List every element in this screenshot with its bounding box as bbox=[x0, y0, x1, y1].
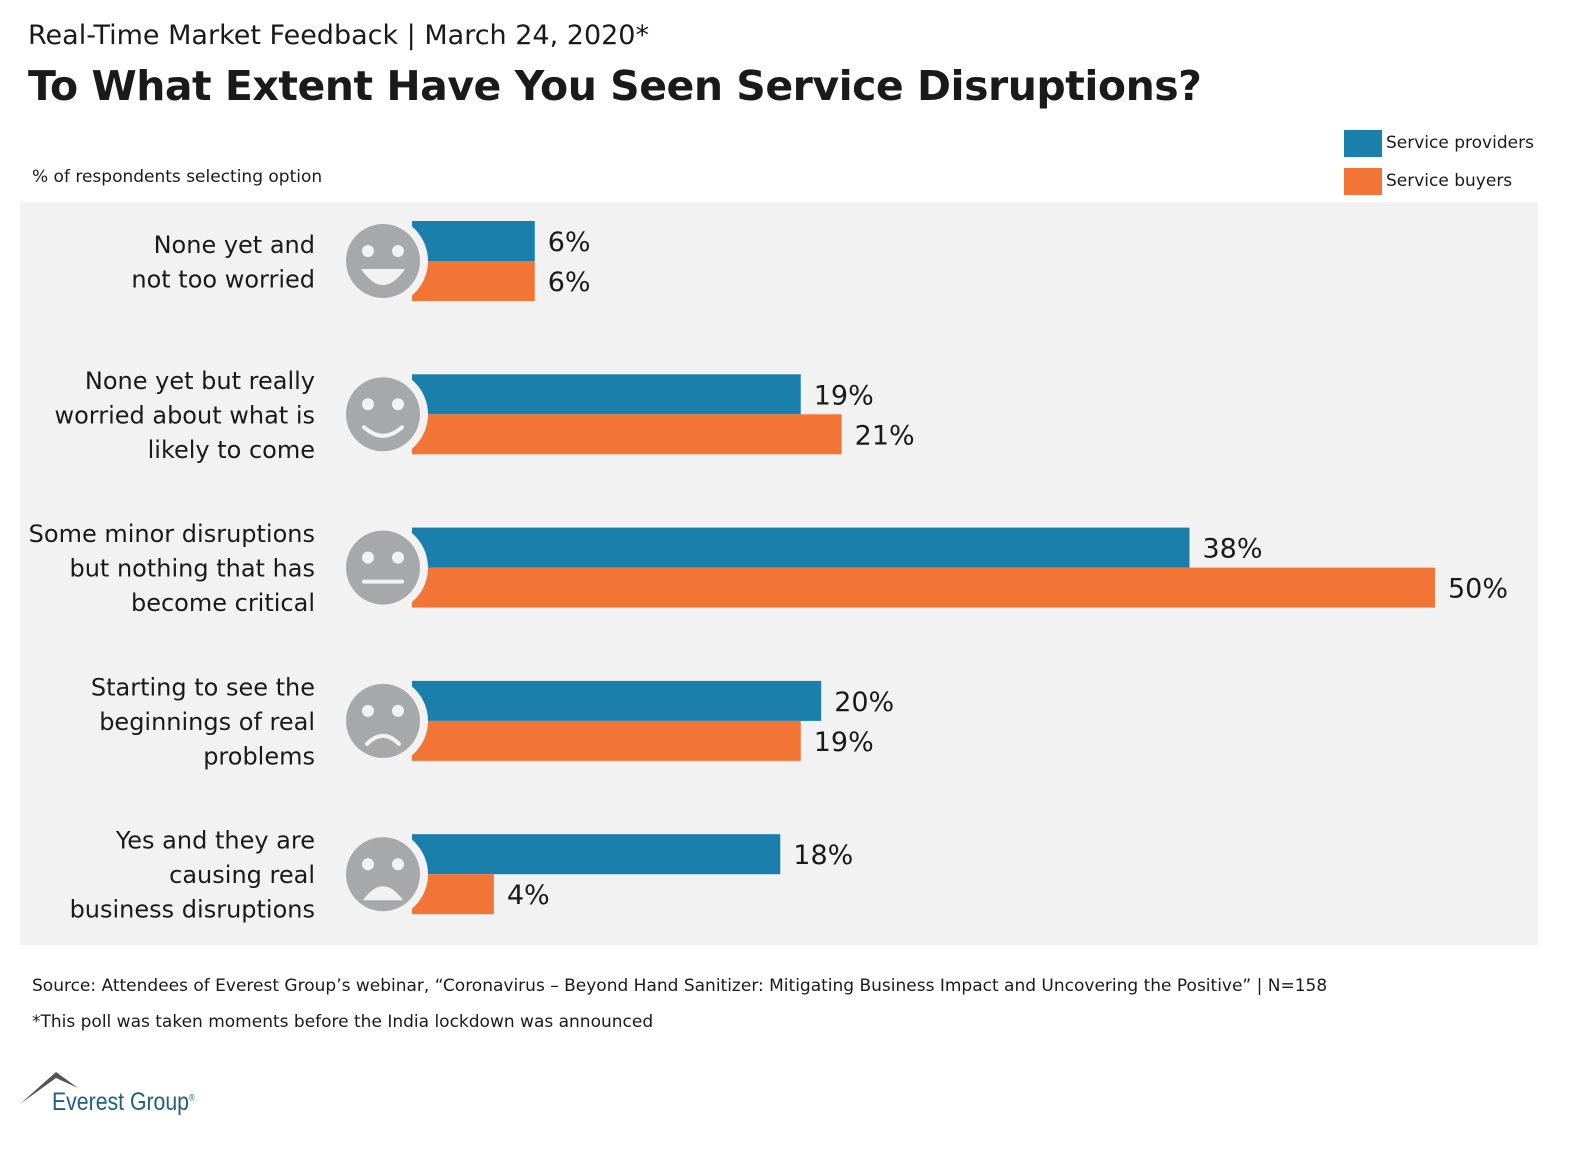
category-label: Yes and they are bbox=[115, 827, 315, 855]
everest-mountain-logo-icon bbox=[20, 1072, 78, 1104]
data-label: 38% bbox=[1202, 534, 1262, 565]
logo: Everest Group® bbox=[52, 1088, 195, 1116]
frown-face-icon bbox=[338, 675, 428, 766]
category-label: Some minor disruptions bbox=[29, 520, 315, 548]
logo-text: Everest Group bbox=[52, 1088, 190, 1116]
category-label: business disruptions bbox=[70, 896, 315, 924]
data-label: 20% bbox=[834, 687, 894, 718]
bar-buyers bbox=[412, 261, 535, 301]
data-label: 21% bbox=[855, 420, 915, 451]
data-label: 18% bbox=[793, 840, 853, 871]
axis-label: % of respondents selecting option bbox=[32, 167, 323, 187]
category-label: causing real bbox=[169, 861, 315, 889]
category-label: but nothing that has bbox=[69, 555, 315, 583]
data-label: 19% bbox=[814, 380, 874, 411]
data-label: 4% bbox=[507, 880, 550, 911]
legend-swatch-providers bbox=[1344, 129, 1382, 157]
legend-label: Service buyers bbox=[1386, 171, 1513, 191]
data-label: 19% bbox=[814, 727, 874, 758]
category-label: become critical bbox=[131, 589, 315, 617]
legend-item-providers: Service providers bbox=[1344, 124, 1534, 162]
data-label: 6% bbox=[548, 227, 591, 258]
bar-buyers bbox=[412, 720, 801, 761]
legend-label: Service providers bbox=[1386, 133, 1534, 153]
bar-providers bbox=[412, 527, 1190, 568]
bar-providers bbox=[412, 221, 535, 261]
source-note: Source: Attendees of Everest Group’s web… bbox=[32, 976, 1328, 996]
chart-title: To What Extent Have You Seen Service Dis… bbox=[28, 62, 1202, 110]
category-label: worried about what is bbox=[54, 401, 315, 429]
category-label: problems bbox=[203, 742, 315, 770]
neutral-face-icon bbox=[338, 522, 428, 613]
bar-providers bbox=[412, 374, 801, 415]
bar-providers bbox=[412, 834, 781, 875]
category-label: not too worried bbox=[131, 265, 315, 293]
footnote: *This poll was taken moments before the … bbox=[32, 1012, 654, 1032]
data-label: 6% bbox=[548, 267, 591, 298]
category-label: Starting to see the bbox=[91, 673, 315, 701]
category-label: None yet but really bbox=[85, 367, 315, 395]
bar-buyers bbox=[412, 414, 842, 455]
smile-face-icon bbox=[338, 369, 428, 460]
legend-swatch-buyers bbox=[1344, 167, 1382, 195]
data-label: 50% bbox=[1448, 574, 1508, 605]
sad-face-icon bbox=[338, 829, 428, 920]
category-label: likely to come bbox=[148, 436, 315, 464]
big-smile-face-icon bbox=[338, 216, 428, 306]
category-label: None yet and bbox=[154, 231, 315, 259]
legend: Service providers Service buyers bbox=[1344, 124, 1534, 200]
bar-buyers bbox=[412, 567, 1435, 608]
legend-item-buyers: Service buyers bbox=[1344, 162, 1534, 200]
chart-subtitle: Real-Time Market Feedback | March 24, 20… bbox=[28, 20, 649, 51]
category-label: beginnings of real bbox=[99, 708, 315, 736]
bar-providers bbox=[412, 680, 822, 721]
